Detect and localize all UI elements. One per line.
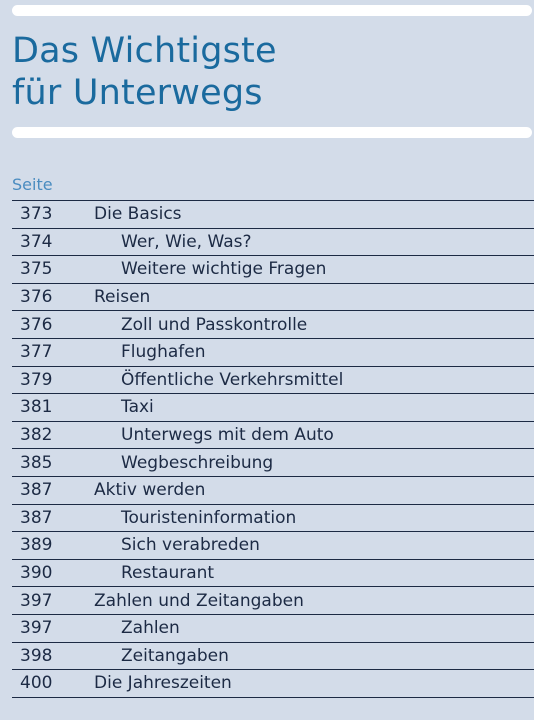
toc-entry[interactable]: 387 Touristeninformation bbox=[12, 505, 534, 533]
toc-entry[interactable]: 376 Reisen bbox=[12, 284, 534, 312]
toc-entry-label: Die Jahreszeiten bbox=[94, 673, 232, 694]
toc-entry[interactable]: 400 Die Jahreszeiten bbox=[12, 670, 534, 698]
toc-page-number: 374 bbox=[20, 231, 53, 252]
title-divider-bar bbox=[12, 127, 532, 138]
toc-page-number: 375 bbox=[20, 259, 53, 280]
toc-entry-label: Taxi bbox=[121, 397, 154, 418]
toc-entry[interactable]: 377 Flughafen bbox=[12, 339, 534, 367]
toc-entry[interactable]: 376 Zoll und Passkontrolle bbox=[12, 311, 534, 339]
toc-entry[interactable]: 373 Die Basics bbox=[12, 201, 534, 229]
toc-page-number: 398 bbox=[20, 645, 53, 666]
toc-entry-label: Unterwegs mit dem Auto bbox=[121, 425, 334, 446]
toc-entry[interactable]: 381 Taxi bbox=[12, 394, 534, 422]
table-of-contents: 373 Die Basics 374 Wer, Wie, Was? 375 Weitere… bbox=[12, 200, 534, 698]
toc-page-number: 389 bbox=[20, 535, 53, 556]
toc-entry-label: Zeitangaben bbox=[121, 645, 229, 666]
toc-entry[interactable]: 390 Restaurant bbox=[12, 560, 534, 588]
toc-entry[interactable]: 385 Wegbeschreibung bbox=[12, 449, 534, 477]
toc-entry-label: Wegbeschreibung bbox=[121, 452, 274, 473]
toc-page-number: 382 bbox=[20, 425, 53, 446]
toc-entry[interactable]: 382 Unterwegs mit dem Auto bbox=[12, 422, 534, 450]
toc-page-number: 400 bbox=[20, 673, 53, 694]
toc-page-number: 381 bbox=[20, 397, 53, 418]
toc-entry[interactable]: 389 Sich verabreden bbox=[12, 532, 534, 560]
toc-page-number: 397 bbox=[20, 590, 53, 611]
toc-entry[interactable]: 379 Öffentliche Verkehrsmittel bbox=[12, 367, 534, 395]
toc-entry-label: Zahlen und Zeitangaben bbox=[94, 590, 304, 611]
page-title: Das Wichtigste für Unterwegs bbox=[12, 30, 277, 114]
toc-entry[interactable]: 375 Weitere wichtige Fragen bbox=[12, 256, 534, 284]
toc-entry-label: Sich verabreden bbox=[121, 535, 260, 556]
toc-entry-label: Die Basics bbox=[94, 204, 182, 225]
toc-page-number: 373 bbox=[20, 204, 53, 225]
toc-entry-label: Zoll und Passkontrolle bbox=[121, 314, 308, 335]
page-column-header: Seite bbox=[12, 175, 53, 194]
toc-entry[interactable]: 397 Zahlen bbox=[12, 615, 534, 643]
toc-page-number: 387 bbox=[20, 480, 53, 501]
toc-entry[interactable]: 398 Zeitangaben bbox=[12, 643, 534, 671]
toc-entry[interactable]: 397 Zahlen und Zeitangaben bbox=[12, 587, 534, 615]
top-decorative-bar bbox=[12, 5, 532, 16]
toc-page-number: 397 bbox=[20, 618, 53, 639]
toc-page-number: 377 bbox=[20, 342, 53, 363]
toc-entry-label: Wer, Wie, Was? bbox=[121, 231, 252, 252]
title-line-1: Das Wichtigste bbox=[12, 31, 277, 71]
toc-page-number: 376 bbox=[20, 287, 53, 308]
toc-entry-label: Weitere wichtige Fragen bbox=[121, 259, 327, 280]
toc-entry[interactable]: 387 Aktiv werden bbox=[12, 477, 534, 505]
toc-entry-label: Öffentliche Verkehrsmittel bbox=[121, 369, 344, 390]
toc-page-number: 376 bbox=[20, 314, 53, 335]
toc-entry-label: Reisen bbox=[94, 287, 151, 308]
toc-page-number: 390 bbox=[20, 563, 53, 584]
toc-entry[interactable]: 374 Wer, Wie, Was? bbox=[12, 229, 534, 257]
toc-entry-label: Zahlen bbox=[121, 618, 180, 639]
toc-entry-label: Touristeninformation bbox=[121, 507, 297, 528]
toc-page-number: 387 bbox=[20, 507, 53, 528]
toc-page-number: 379 bbox=[20, 369, 53, 390]
toc-page-number: 385 bbox=[20, 452, 53, 473]
title-line-2: für Unterwegs bbox=[12, 73, 263, 113]
toc-entry-label: Restaurant bbox=[121, 563, 215, 584]
toc-entry-label: Flughafen bbox=[121, 342, 206, 363]
toc-entry-label: Aktiv werden bbox=[94, 480, 206, 501]
